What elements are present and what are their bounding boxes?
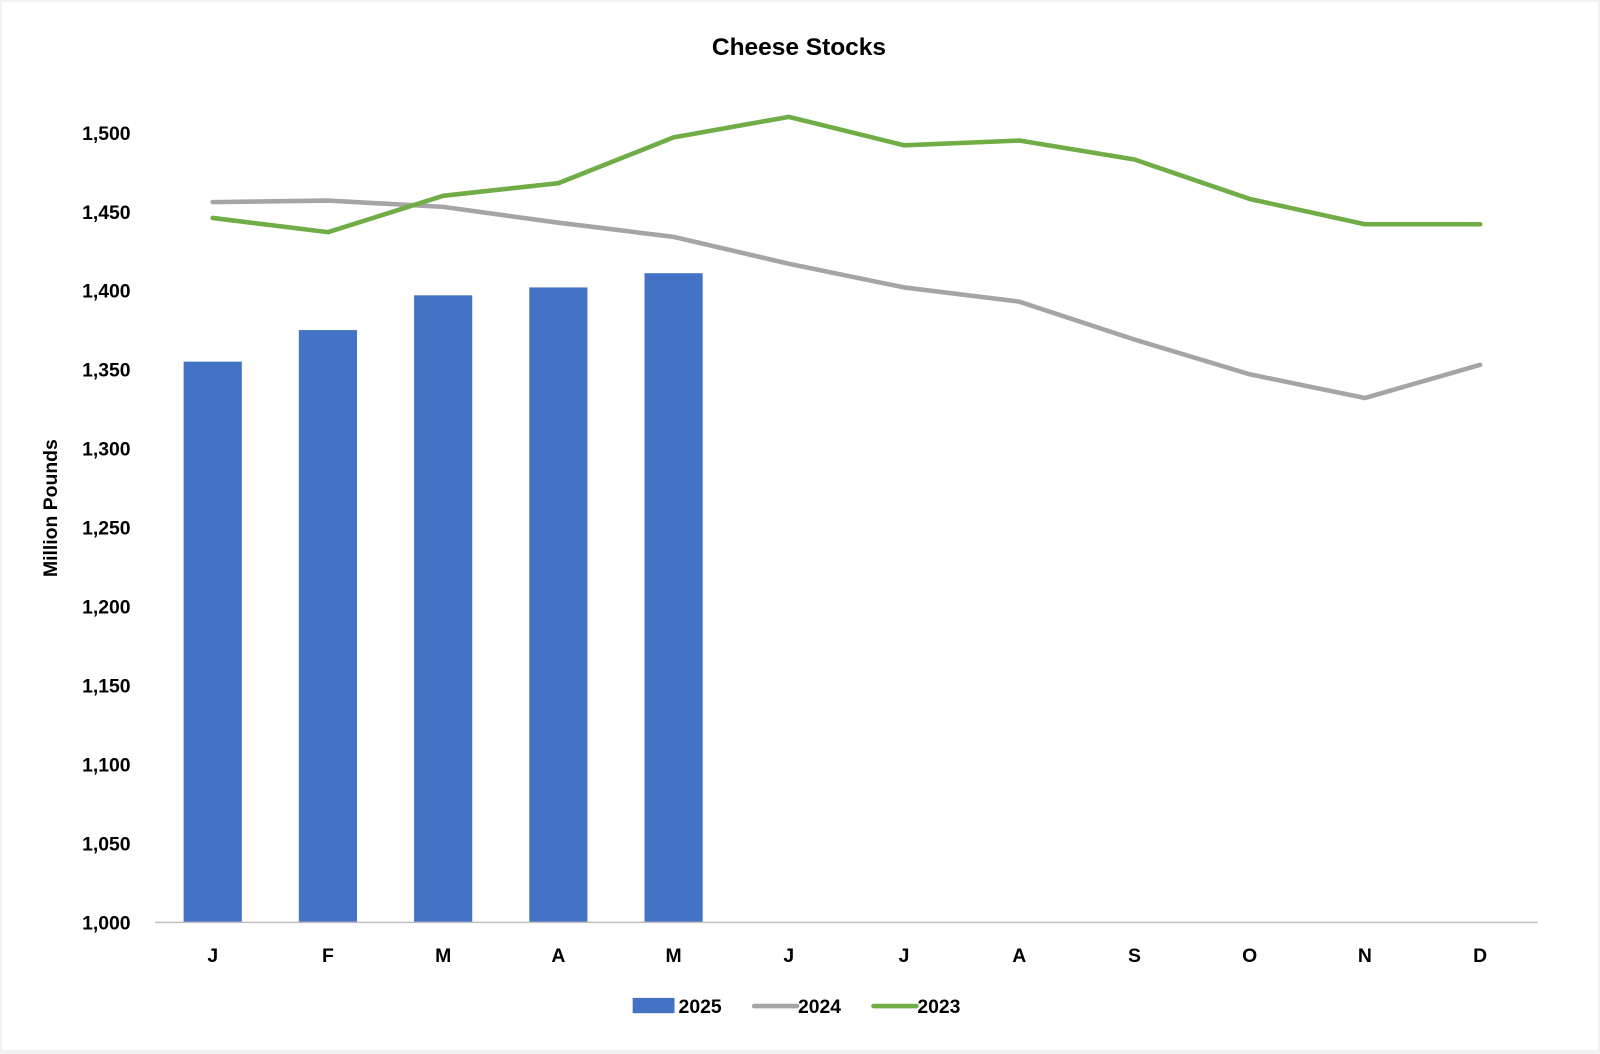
- x-tick-label: D: [1473, 945, 1487, 967]
- x-tick-label: A: [1012, 945, 1026, 967]
- bar-2025-2: [414, 295, 473, 923]
- x-tick-label: J: [783, 945, 794, 967]
- y-tick-label: 1,050: [82, 834, 131, 856]
- line-2024: [210, 198, 1483, 401]
- y-tick-label: 1,300: [82, 439, 131, 461]
- bar-2025-4: [644, 273, 703, 923]
- y-tick-label: 1,500: [82, 123, 131, 145]
- bar-2025-1: [298, 330, 358, 923]
- x-tick-label: F: [322, 945, 334, 967]
- x-tick-label: O: [1242, 945, 1257, 967]
- legend-label-2024: 2024: [798, 996, 841, 1018]
- line-2023: [210, 114, 1483, 235]
- y-tick-label: 1,400: [82, 281, 131, 303]
- x-tick-label: M: [666, 945, 682, 967]
- y-tick-label: 1,100: [82, 755, 131, 777]
- x-tick-label: J: [207, 945, 218, 967]
- y-axis-label: Million Pounds: [40, 439, 62, 577]
- x-tick-label: S: [1128, 945, 1141, 967]
- y-tick-label: 1,250: [82, 518, 131, 540]
- x-tick-label: J: [899, 945, 910, 967]
- bar-2025-3: [529, 287, 588, 923]
- y-tick-label: 1,450: [82, 202, 131, 224]
- y-tick-label: 1,150: [82, 676, 131, 698]
- x-tick-label: M: [435, 945, 451, 967]
- x-tick-label: N: [1358, 945, 1372, 967]
- bar-2025-0: [183, 361, 242, 923]
- legend-swatch-2025: [632, 997, 675, 1014]
- y-tick-label: 1,350: [82, 360, 131, 382]
- legend-label-2023: 2023: [917, 996, 960, 1018]
- y-tick-label: 1,000: [82, 913, 131, 935]
- x-tick-label: A: [551, 945, 565, 967]
- legend-label-2025: 2025: [679, 996, 722, 1018]
- chart-title: Cheese Stocks: [712, 34, 886, 61]
- y-tick-label: 1,200: [82, 597, 131, 619]
